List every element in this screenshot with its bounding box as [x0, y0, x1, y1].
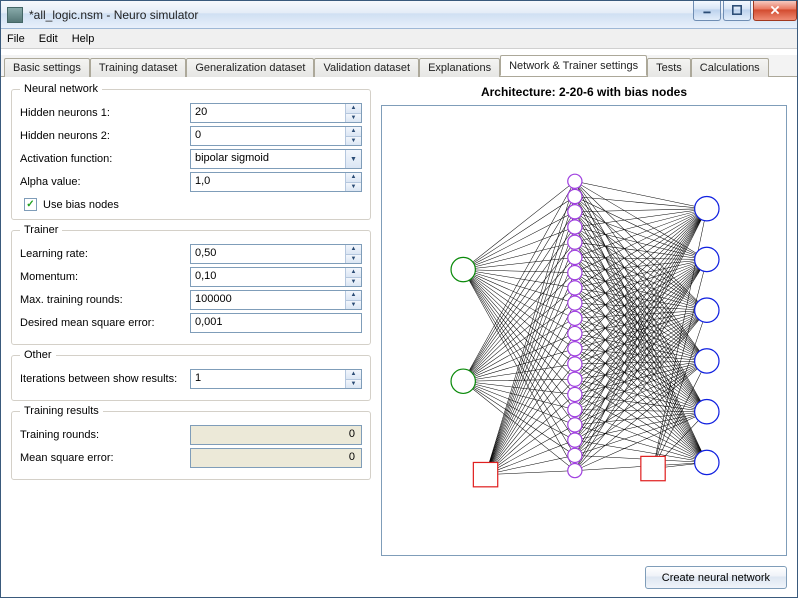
tab-generalization-dataset[interactable]: Generalization dataset — [186, 58, 314, 77]
menu-help[interactable]: Help — [72, 33, 95, 45]
err-input[interactable]: 0,001 — [190, 313, 362, 333]
mom-up[interactable]: ▲ — [346, 268, 361, 278]
max-down[interactable]: ▼ — [346, 301, 361, 310]
window-buttons — [691, 1, 797, 21]
hidden1-down[interactable]: ▼ — [346, 114, 361, 123]
app-icon — [7, 7, 23, 23]
label-mom: Momentum: — [20, 271, 190, 283]
menubar: File Edit Help — [1, 29, 797, 49]
tab-calculations[interactable]: Calculations — [691, 58, 769, 77]
content: Neural network Hidden neurons 1: 20▲▼ Hi… — [1, 77, 797, 597]
tab-basic-settings[interactable]: Basic settings — [4, 58, 90, 77]
label-iter: Iterations between show results: — [20, 373, 190, 385]
maximize-button[interactable] — [723, 1, 751, 21]
checkbox-icon[interactable]: ✓ — [24, 198, 37, 211]
window-title: *all_logic.nsm - Neuro simulator — [29, 8, 691, 22]
iter-input[interactable]: 1▲▼ — [190, 369, 362, 389]
lr-input[interactable]: 0,50▲▼ — [190, 244, 362, 264]
legend-results: Training results — [20, 405, 103, 417]
app-window: *all_logic.nsm - Neuro simulator File Ed… — [0, 0, 798, 598]
hidden2-down[interactable]: ▼ — [346, 137, 361, 146]
alpha-down[interactable]: ▼ — [346, 183, 361, 192]
titlebar: *all_logic.nsm - Neuro simulator — [1, 1, 797, 29]
rounds-value: 0 — [190, 425, 362, 445]
bias-label: Use bias nodes — [43, 199, 119, 211]
tab-validation-dataset[interactable]: Validation dataset — [314, 58, 419, 77]
tabs: Basic settings Training dataset Generali… — [1, 55, 797, 77]
max-up[interactable]: ▲ — [346, 291, 361, 301]
menu-edit[interactable]: Edit — [39, 33, 58, 45]
label-mse: Mean square error: — [20, 452, 190, 464]
group-results: Training results Training rounds: 0 Mean… — [11, 411, 371, 480]
menu-file[interactable]: File — [7, 33, 25, 45]
label-lr: Learning rate: — [20, 248, 190, 260]
left-column: Neural network Hidden neurons 1: 20▲▼ Hi… — [11, 85, 371, 589]
alpha-input[interactable]: 1,0▲▼ — [190, 172, 362, 192]
minimize-button[interactable] — [693, 1, 721, 21]
hidden2-input[interactable]: 0▲▼ — [190, 126, 362, 146]
right-column: Architecture: 2-20-6 with bias nodes Cre… — [381, 85, 787, 589]
lr-down[interactable]: ▼ — [346, 255, 361, 264]
chevron-down-icon[interactable]: ▼ — [345, 150, 361, 168]
label-alpha: Alpha value: — [20, 176, 190, 188]
mom-input[interactable]: 0,10▲▼ — [190, 267, 362, 287]
max-input[interactable]: 100000▲▼ — [190, 290, 362, 310]
tab-network-trainer[interactable]: Network & Trainer settings — [500, 55, 647, 76]
hidden1-up[interactable]: ▲ — [346, 104, 361, 114]
legend-nn: Neural network — [20, 83, 102, 95]
lr-up[interactable]: ▲ — [346, 245, 361, 255]
bias-checkbox[interactable]: ✓ Use bias nodes — [24, 198, 362, 211]
mom-down[interactable]: ▼ — [346, 278, 361, 287]
group-trainer: Trainer Learning rate: 0,50▲▼ Momentum: … — [11, 230, 371, 345]
architecture-canvas — [381, 105, 787, 556]
tab-explanations[interactable]: Explanations — [419, 58, 500, 77]
legend-other: Other — [20, 349, 56, 361]
hidden2-up[interactable]: ▲ — [346, 127, 361, 137]
label-hidden1: Hidden neurons 1: — [20, 107, 190, 119]
activation-select[interactable]: bipolar sigmoid▼ — [190, 149, 362, 169]
close-button[interactable] — [753, 1, 797, 21]
alpha-up[interactable]: ▲ — [346, 173, 361, 183]
group-neural-network: Neural network Hidden neurons 1: 20▲▼ Hi… — [11, 89, 371, 220]
legend-trainer: Trainer — [20, 224, 62, 236]
iter-down[interactable]: ▼ — [346, 380, 361, 389]
tab-tests[interactable]: Tests — [647, 58, 691, 77]
label-hidden2: Hidden neurons 2: — [20, 130, 190, 142]
label-max: Max. training rounds: — [20, 294, 190, 306]
mse-value: 0 — [190, 448, 362, 468]
group-other: Other Iterations between show results: 1… — [11, 355, 371, 401]
network-diagram — [382, 106, 786, 555]
iter-up[interactable]: ▲ — [346, 370, 361, 380]
label-activation: Activation function: — [20, 153, 190, 165]
tab-training-dataset[interactable]: Training dataset — [90, 58, 186, 77]
create-network-button[interactable]: Create neural network — [645, 566, 787, 589]
label-err: Desired mean square error: — [20, 317, 190, 329]
hidden1-input[interactable]: 20▲▼ — [190, 103, 362, 123]
architecture-title: Architecture: 2-20-6 with bias nodes — [381, 85, 787, 99]
label-rounds: Training rounds: — [20, 429, 190, 441]
